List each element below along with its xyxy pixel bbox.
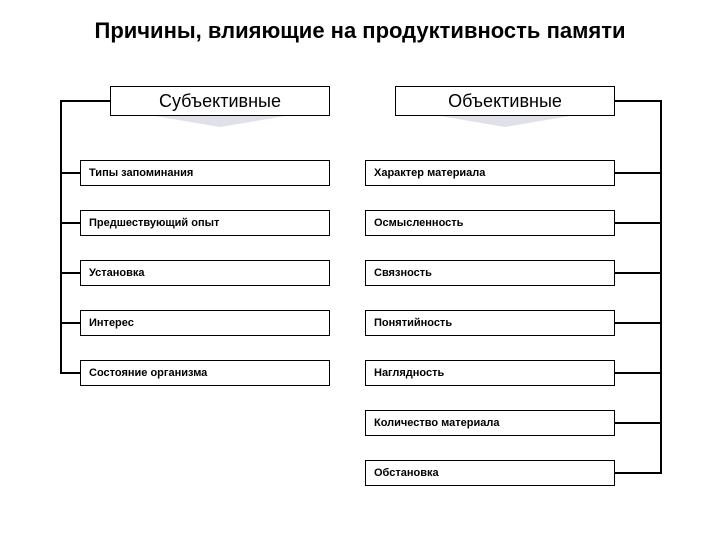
right-item-label: Осмысленность [374,217,463,229]
left-connector [60,322,80,324]
right-item-label: Обстановка [374,467,439,479]
right-item-label: Наглядность [374,367,444,379]
left-item-label: Установка [89,267,145,279]
right-connector [615,272,662,274]
left-connector [60,222,80,224]
right-connector [615,172,662,174]
right-connector [615,472,662,474]
right-connector [615,222,662,224]
header-connector-left [60,100,110,102]
arrow-subjective [155,116,285,127]
left-item: Установка [80,260,330,286]
left-item: Состояние организма [80,360,330,386]
right-item-label: Количество материала [374,417,500,429]
right-item: Связность [365,260,615,286]
header-objective: Объективные [395,86,615,116]
right-connector [615,422,662,424]
stem-right [660,100,662,473]
left-item-label: Типы запоминания [89,167,193,179]
right-item-label: Связность [374,267,432,279]
header-subjective: Субъективные [110,86,330,116]
left-connector [60,272,80,274]
stem-left [60,100,62,373]
left-connector [60,372,80,374]
right-item: Количество материала [365,410,615,436]
header-connector-right [615,100,662,102]
right-item: Наглядность [365,360,615,386]
left-item: Типы запоминания [80,160,330,186]
header-subjective-label: Субъективные [159,91,281,112]
right-connector [615,322,662,324]
left-item-label: Предшествующий опыт [89,217,219,229]
arrow-objective [440,116,570,127]
right-item: Обстановка [365,460,615,486]
right-item-label: Понятийность [374,317,452,329]
left-item: Предшествующий опыт [80,210,330,236]
right-item: Понятийность [365,310,615,336]
left-item-label: Состояние организма [89,367,207,379]
right-item-label: Характер материала [374,167,485,179]
right-connector [615,372,662,374]
right-item: Осмысленность [365,210,615,236]
left-item: Интерес [80,310,330,336]
right-item: Характер материала [365,160,615,186]
header-objective-label: Объективные [448,91,562,112]
left-connector [60,172,80,174]
left-item-label: Интерес [89,317,134,329]
diagram-title: Причины, влияющие на продуктивность памя… [50,18,670,44]
